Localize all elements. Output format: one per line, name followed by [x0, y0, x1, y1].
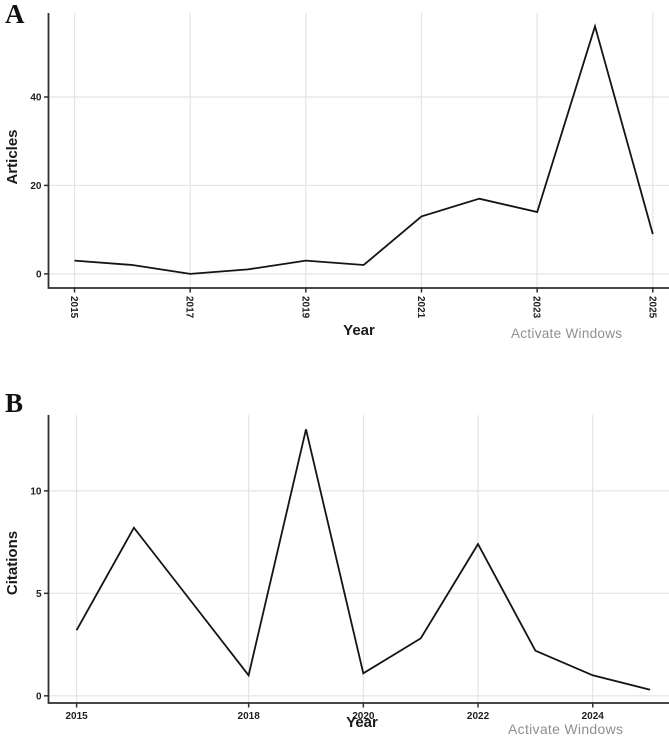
year-axis-title-b: Year	[346, 714, 378, 731]
articles-per-year-chart: 0 20 40 2015 2017 2019 2021 2023 2025	[30, 13, 669, 319]
y-tick-label: 0	[36, 269, 42, 280]
x-tick-label: 2019	[299, 296, 310, 319]
axis-lines	[47, 415, 669, 704]
x-tick-label: 2022	[467, 711, 490, 722]
line-series	[74, 23, 654, 275]
x-tick-label: 2017	[184, 296, 195, 319]
panel-b-label: B	[5, 388, 24, 418]
y-tick-label: 40	[30, 93, 42, 104]
panel-a-label: A	[5, 0, 25, 29]
activate-windows-watermark-a: Activate Windows	[511, 326, 623, 341]
y-tick-label: 5	[36, 589, 42, 600]
activate-windows-watermark-b: Activate Windows	[508, 721, 624, 737]
x-tick-label: 2015	[68, 296, 79, 319]
axis-lines	[47, 13, 669, 289]
x-tick-label: 2021	[415, 296, 426, 319]
x-tick-label: 2024	[582, 711, 605, 722]
y-tick-label: 20	[30, 181, 42, 192]
year-axis-title-a: Year	[343, 322, 375, 339]
x-tick-label: 2023	[531, 296, 542, 319]
citations-per-year-chart: 0 5 10 2015 2018 2020 2022 2024	[30, 415, 669, 722]
y-tick-label: 10	[30, 486, 42, 497]
x-tick-label: 2020	[352, 711, 375, 722]
y-tick-label: 0	[36, 691, 42, 702]
x-tick-label: 2025	[646, 296, 657, 319]
x-tick-label: 2018	[238, 711, 261, 722]
articles-axis-title: Articles	[4, 129, 21, 185]
x-tick-label: 2015	[65, 711, 88, 722]
line-series	[75, 429, 651, 691]
citations-axis-title: Citations	[4, 530, 21, 596]
